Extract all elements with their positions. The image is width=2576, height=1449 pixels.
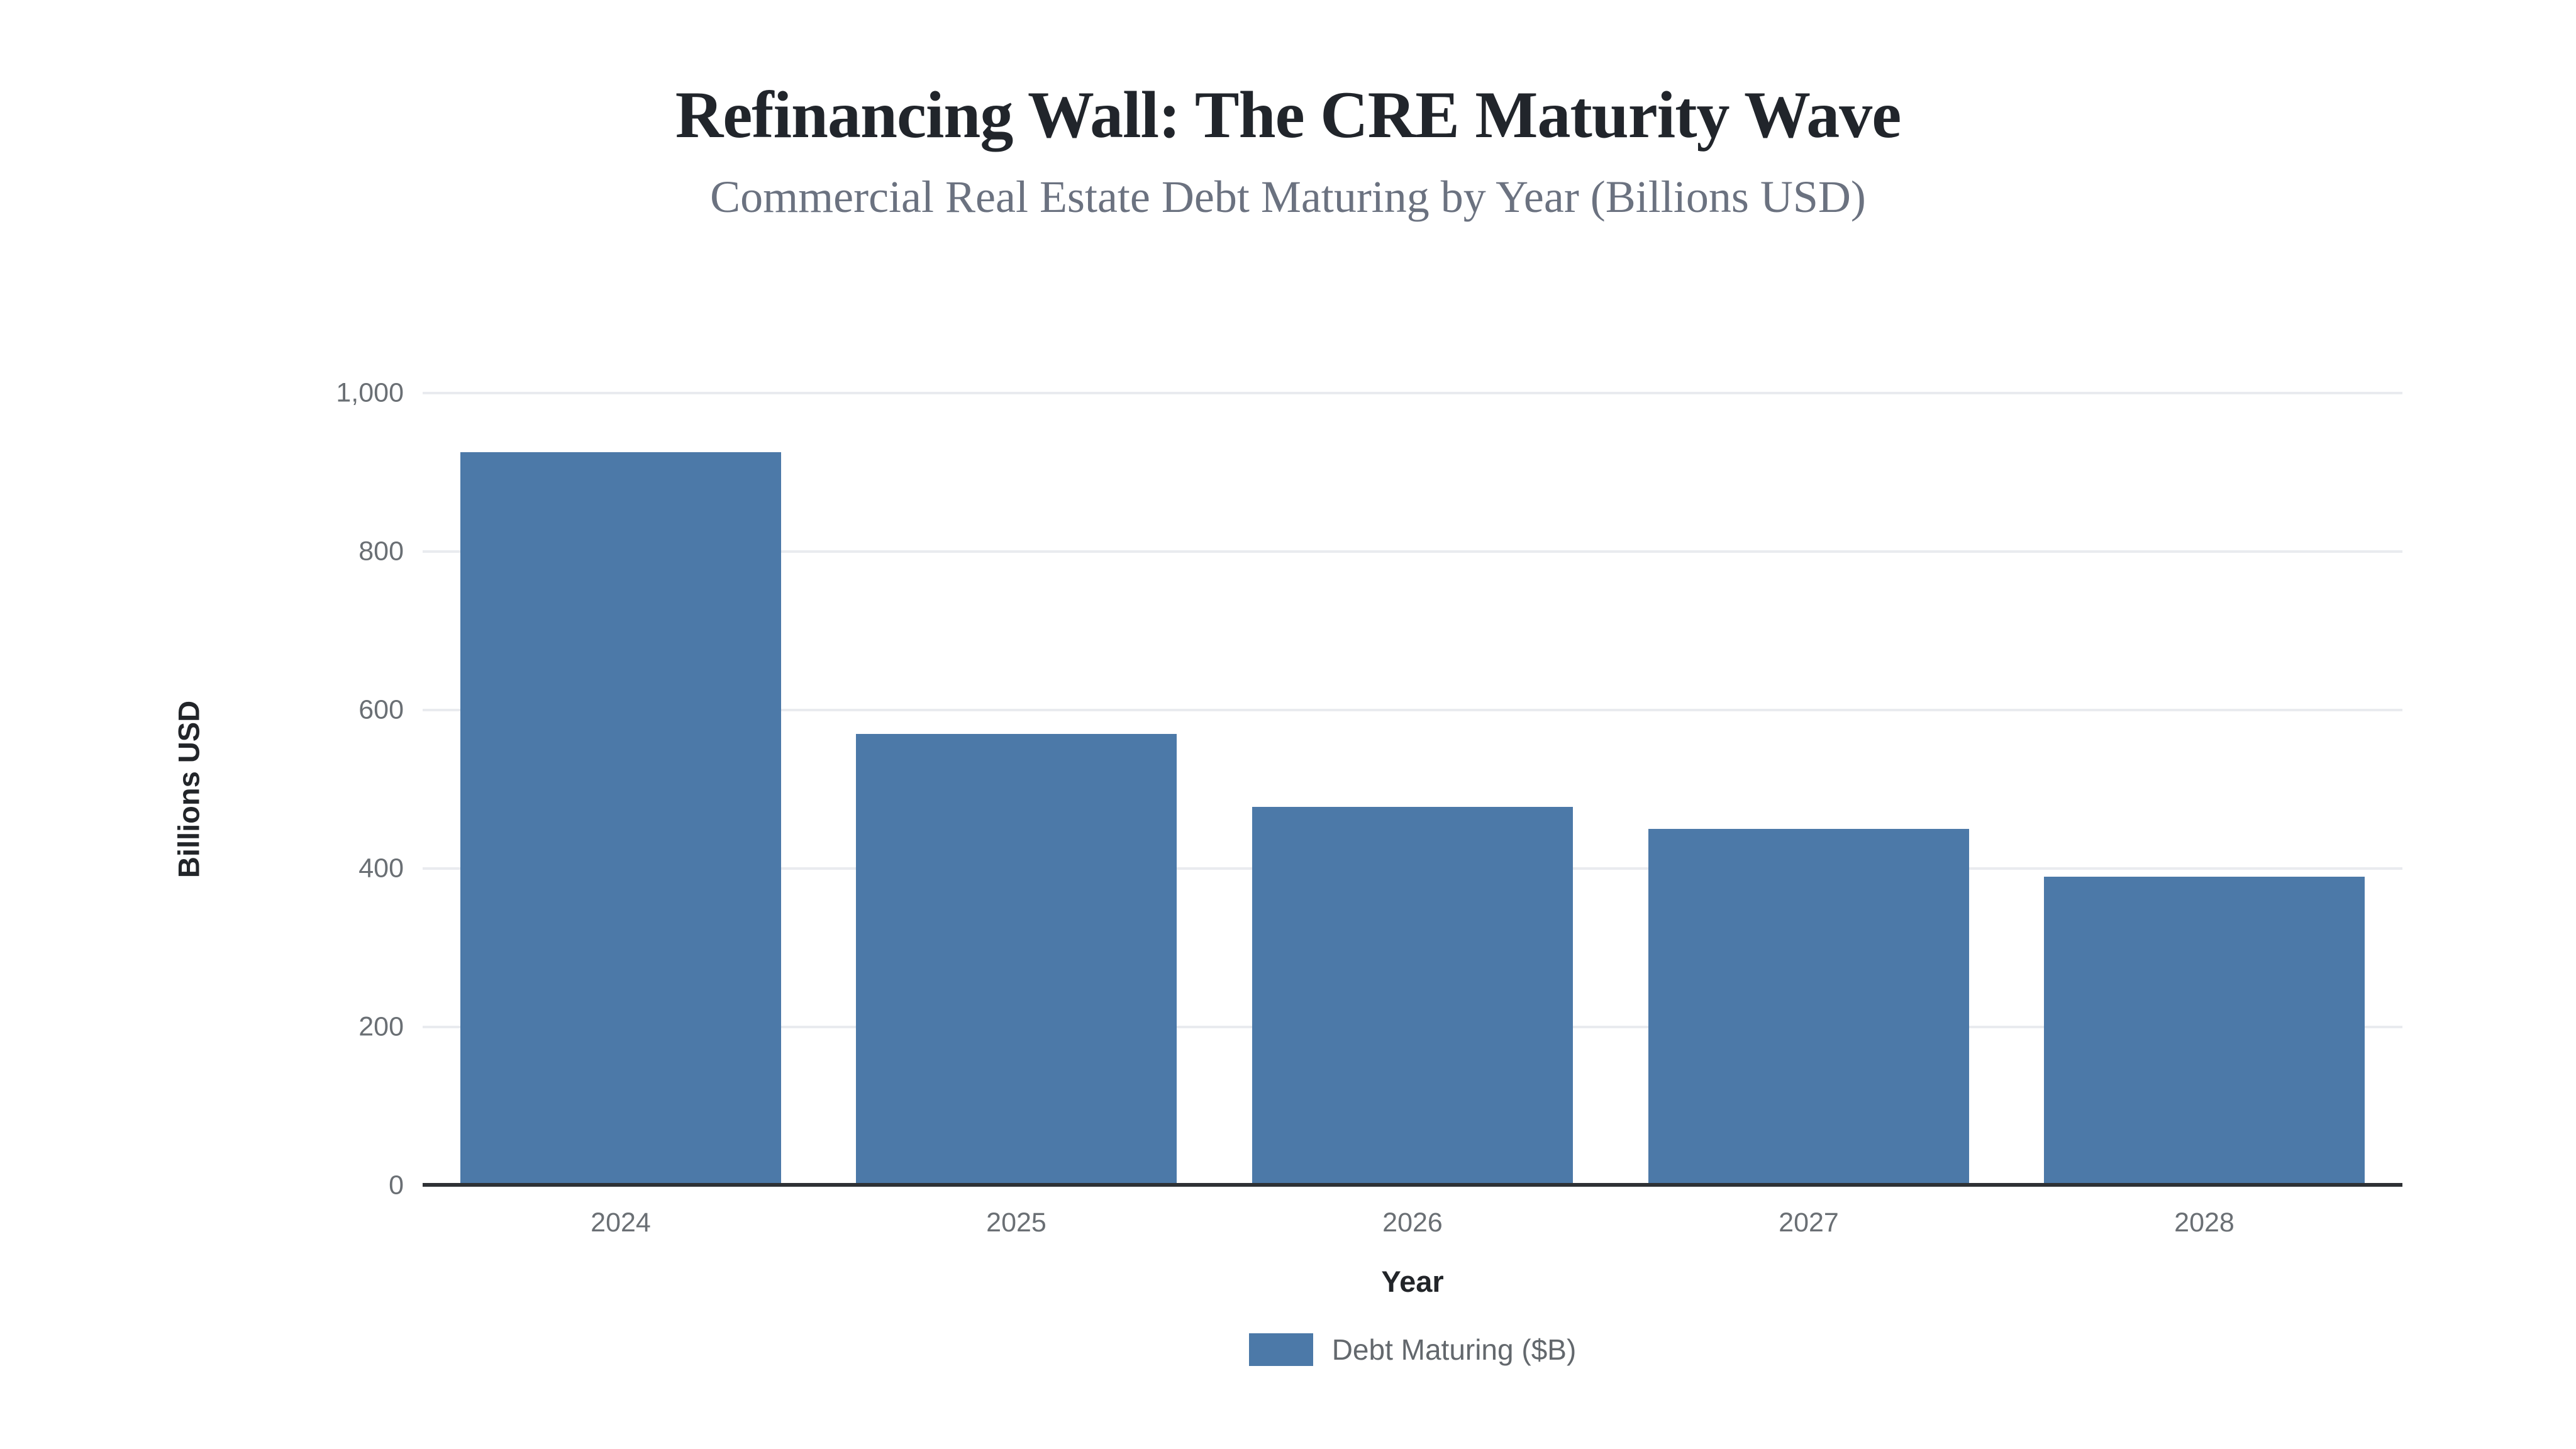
y-tick-label-600: 600 xyxy=(358,694,404,725)
legend-label[interactable]: Debt Maturing ($B) xyxy=(1331,1333,1577,1366)
gridline-y-600 xyxy=(423,709,2402,711)
y-tick-label-800: 800 xyxy=(358,536,404,567)
chart-subtitle: Commercial Real Estate Debt Maturing by … xyxy=(710,172,1866,222)
x-tick-label-2028: 2028 xyxy=(2174,1208,2235,1238)
chart-title: Refinancing Wall: The CRE Maturity Wave xyxy=(675,78,1902,152)
bar-2027[interactable] xyxy=(1648,829,1969,1185)
bar-2025[interactable] xyxy=(856,734,1177,1185)
bar-2026[interactable] xyxy=(1252,807,1573,1185)
bar-2028[interactable] xyxy=(2044,877,2365,1185)
x-axis-baseline xyxy=(423,1183,2402,1187)
x-tick-label-2027: 2027 xyxy=(1779,1208,1839,1238)
bar-2024[interactable] xyxy=(460,452,781,1185)
y-tick-label-400: 400 xyxy=(358,853,404,884)
y-tick-label-1000: 1,000 xyxy=(336,377,404,408)
y-axis-title: Billions USD xyxy=(172,700,206,879)
y-tick-label-0: 0 xyxy=(389,1170,404,1201)
gridline-y-800 xyxy=(423,550,2402,553)
x-axis-title: Year xyxy=(1381,1265,1444,1298)
x-tick-label-2026: 2026 xyxy=(1382,1208,1443,1238)
legend-swatch[interactable] xyxy=(1248,1333,1313,1366)
gridline-y-1000 xyxy=(423,392,2402,394)
x-tick-label-2025: 2025 xyxy=(986,1208,1046,1238)
legend[interactable]: Debt Maturing ($B) xyxy=(423,1333,2402,1366)
plot-area: 0 200 400 600 800 1,000 2024 2025 2026 2027 2028 xyxy=(336,379,2402,1236)
x-tick-label-2024: 2024 xyxy=(591,1208,651,1238)
y-tick-label-200: 200 xyxy=(358,1011,404,1042)
